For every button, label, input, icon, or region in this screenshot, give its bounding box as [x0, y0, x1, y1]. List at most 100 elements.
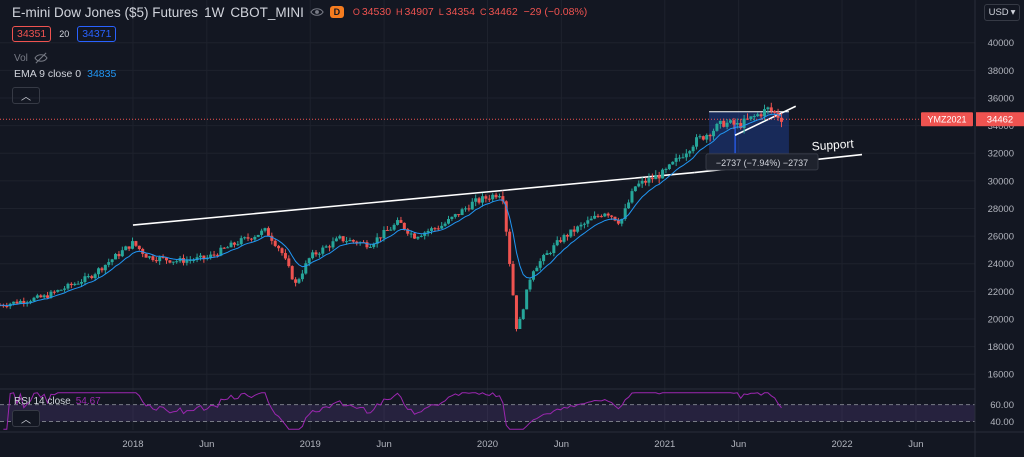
candle-body — [209, 254, 213, 258]
rsi-tick-label: 40.00 — [990, 417, 1014, 428]
candle-body — [263, 228, 267, 231]
candle-body — [341, 236, 345, 242]
price-tick-label: 26000 — [988, 232, 1014, 243]
candle-body — [181, 258, 185, 263]
candle-body — [396, 220, 400, 225]
bid-button[interactable]: 34351 — [12, 26, 52, 42]
interval-label[interactable]: 1W — [204, 4, 225, 20]
candle-body — [572, 229, 576, 232]
candle-body — [759, 114, 763, 117]
open-label: O — [352, 7, 360, 17]
candle-body — [171, 261, 175, 263]
candle-body — [243, 237, 247, 239]
candle-body — [773, 111, 777, 113]
rsi-pane — [0, 392, 975, 430]
candle-body — [195, 257, 199, 260]
candle-body — [406, 229, 410, 234]
candle-body — [705, 134, 709, 140]
candle-body — [317, 253, 321, 255]
ema-line — [0, 113, 782, 307]
candle-body — [280, 248, 284, 254]
candle-body — [579, 224, 583, 227]
candle-body — [416, 236, 420, 239]
chevron-up-icon: ︿ — [21, 92, 31, 103]
candle-body — [253, 236, 257, 240]
currency-selector[interactable]: USD ▾ — [984, 4, 1020, 21]
candle-body — [304, 263, 308, 274]
price-tick-label: 22000 — [988, 287, 1014, 298]
candle-body — [402, 222, 406, 230]
candle-body — [603, 213, 607, 217]
candle-body — [480, 196, 484, 203]
candle-body — [667, 164, 671, 170]
currency-label: USD — [988, 7, 1009, 18]
exchange-label: CBOT_MINI — [230, 4, 304, 20]
candle-body — [144, 253, 148, 258]
time-tick-label: Jun — [908, 439, 923, 450]
close-value: 34462 — [488, 6, 518, 18]
candle-body — [460, 209, 464, 216]
candle-body — [555, 240, 559, 246]
candle-body — [589, 218, 593, 221]
candle-body — [131, 241, 135, 249]
ohlc-values: O 34530 H 34907 L 34354 C 34462 −29 (−0.08%) — [350, 6, 587, 18]
price-tick-label: 18000 — [988, 342, 1014, 353]
candle-body — [450, 216, 454, 220]
chevron-down-icon: ▾ — [1010, 7, 1016, 18]
candle-body — [232, 242, 236, 245]
ask-button[interactable]: 34371 — [77, 26, 117, 42]
data-status-badge[interactable]: D — [329, 6, 344, 18]
candle-body — [168, 260, 172, 263]
candle-body — [766, 107, 770, 110]
collapse-rsi-button[interactable]: ︿ — [12, 410, 40, 427]
candle-body — [56, 290, 60, 292]
symbol-price-tag-label: YMZ2021 — [927, 115, 966, 125]
candle-body — [756, 114, 760, 117]
chevron-up-icon: ︿ — [21, 415, 31, 426]
hidden-eye-icon[interactable] — [34, 52, 48, 64]
candle-body — [732, 120, 736, 125]
candle-body — [256, 234, 260, 237]
candle-body — [599, 216, 603, 218]
candle-body — [97, 268, 101, 275]
candle-body — [25, 302, 29, 304]
candle-body — [375, 237, 379, 244]
ema-label[interactable]: EMA 9 close 0 — [14, 68, 82, 80]
candle-body — [708, 134, 712, 137]
candle-body — [538, 261, 542, 268]
rsi-label[interactable]: RSI 14 close — [14, 396, 71, 407]
ema-value: 34835 — [87, 68, 117, 80]
volume-legend: Vol — [14, 52, 48, 64]
candle-body — [39, 295, 43, 298]
last-price-value: 34462 — [987, 115, 1013, 126]
candle-body — [212, 254, 216, 256]
candle-body — [474, 198, 478, 202]
candle-body — [586, 220, 590, 224]
candle-body — [463, 208, 467, 210]
candle-body — [691, 146, 695, 152]
change-value: −29 (−0.08%) — [523, 6, 588, 18]
candle-body — [633, 186, 637, 192]
candle-body — [610, 215, 614, 217]
candle-body — [413, 233, 417, 239]
candle-body — [569, 229, 573, 237]
candle-body — [467, 208, 471, 210]
candle-body — [613, 216, 617, 221]
candle-body — [158, 256, 162, 262]
rsi-band — [0, 404, 975, 422]
candle-body — [514, 295, 518, 330]
candle-body — [562, 235, 566, 242]
candle-body — [328, 246, 332, 248]
price-tick-label: 36000 — [988, 93, 1014, 104]
symbol-title[interactable]: E-mini Dow Jones ($5) Futures — [12, 4, 199, 20]
candle-body — [440, 225, 444, 229]
eye-icon[interactable] — [310, 5, 324, 19]
candle-body — [742, 118, 746, 129]
candle-body — [32, 297, 36, 302]
collapse-legend-button[interactable]: ︿ — [12, 87, 40, 104]
candle-body — [273, 240, 277, 246]
candle-body — [107, 262, 111, 265]
candle-body — [688, 151, 692, 154]
candle-body — [453, 214, 457, 217]
